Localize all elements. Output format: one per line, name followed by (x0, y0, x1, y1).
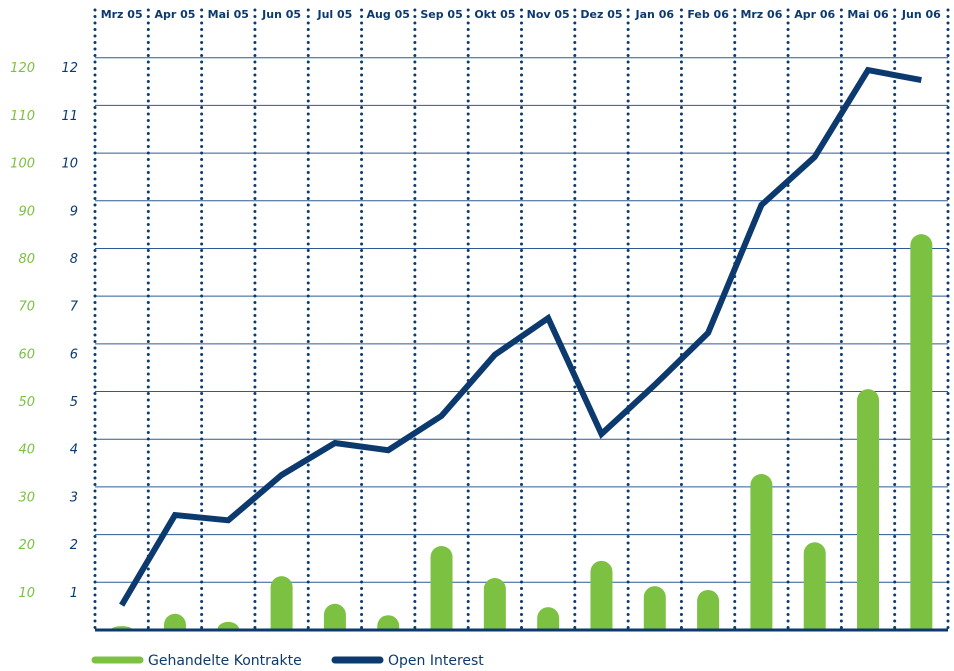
y-tick-label: 100 (10, 157, 35, 172)
bar (590, 560, 613, 630)
bar (270, 576, 293, 630)
x-tick-label: Okt 05 (474, 8, 515, 21)
y-tick-label: 40 (18, 443, 35, 458)
bar (377, 615, 400, 630)
bar (483, 578, 506, 630)
bar (697, 589, 720, 630)
bar (323, 603, 346, 630)
y-tick-label: 50 (18, 395, 35, 410)
y2-tick-label: 2 (70, 538, 78, 553)
y2-tick-label: 10 (61, 157, 78, 172)
y2-tick-label: 6 (70, 347, 78, 362)
legend-label: Open Interest (388, 653, 484, 669)
bar (430, 546, 453, 630)
x-tick-label: Sep 05 (420, 8, 462, 21)
legend-label: Gehandelte Kontrakte (148, 653, 302, 669)
x-tick-label: Mrz 06 (740, 8, 782, 21)
y-tick-label: 70 (18, 300, 35, 315)
y-tick-label: 30 (18, 490, 35, 505)
x-tick-label: Jul 05 (316, 8, 352, 21)
x-tick-label: Apr 05 (154, 8, 195, 21)
x-tick-label: Nov 05 (527, 8, 570, 21)
y2-tick-label: 1 (70, 586, 78, 601)
x-tick-label: Dez 05 (580, 8, 622, 21)
bar (857, 389, 880, 630)
y2-tick-label: 4 (70, 443, 78, 458)
y2-tick-label: 12 (61, 61, 78, 76)
bar (750, 474, 773, 630)
x-tick-label: Jan 06 (635, 8, 675, 21)
bar (803, 542, 826, 630)
y-tick-label: 110 (10, 109, 35, 124)
bar (910, 234, 933, 630)
y-tick-label: 60 (18, 347, 35, 362)
y2-tick-label: 5 (70, 395, 78, 410)
bar (217, 621, 240, 630)
x-tick-label: Mai 06 (847, 8, 889, 21)
x-tick-label: Aug 05 (367, 8, 410, 21)
bar (163, 613, 186, 630)
x-tick-label: Mrz 05 (101, 8, 143, 21)
y-tick-label: 120 (10, 61, 35, 76)
y-tick-label: 90 (18, 204, 35, 219)
x-tick-label: Jun 06 (901, 8, 941, 21)
y2-tick-label: 11 (61, 109, 78, 124)
bar (643, 586, 666, 630)
bar (537, 607, 560, 630)
y-tick-label: 10 (18, 586, 35, 601)
y2-tick-label: 8 (70, 252, 78, 267)
x-tick-label: Apr 06 (794, 8, 835, 21)
y2-tick-label: 7 (70, 300, 79, 315)
x-tick-label: Jun 05 (261, 8, 301, 21)
y-tick-label: 20 (18, 538, 35, 553)
x-tick-label: Mai 05 (208, 8, 249, 21)
x-tick-label: Feb 06 (687, 8, 729, 21)
line (119, 66, 922, 607)
y-tick-label: 80 (18, 252, 35, 267)
y2-tick-label: 3 (70, 490, 78, 505)
y2-tick-label: 9 (70, 204, 78, 219)
